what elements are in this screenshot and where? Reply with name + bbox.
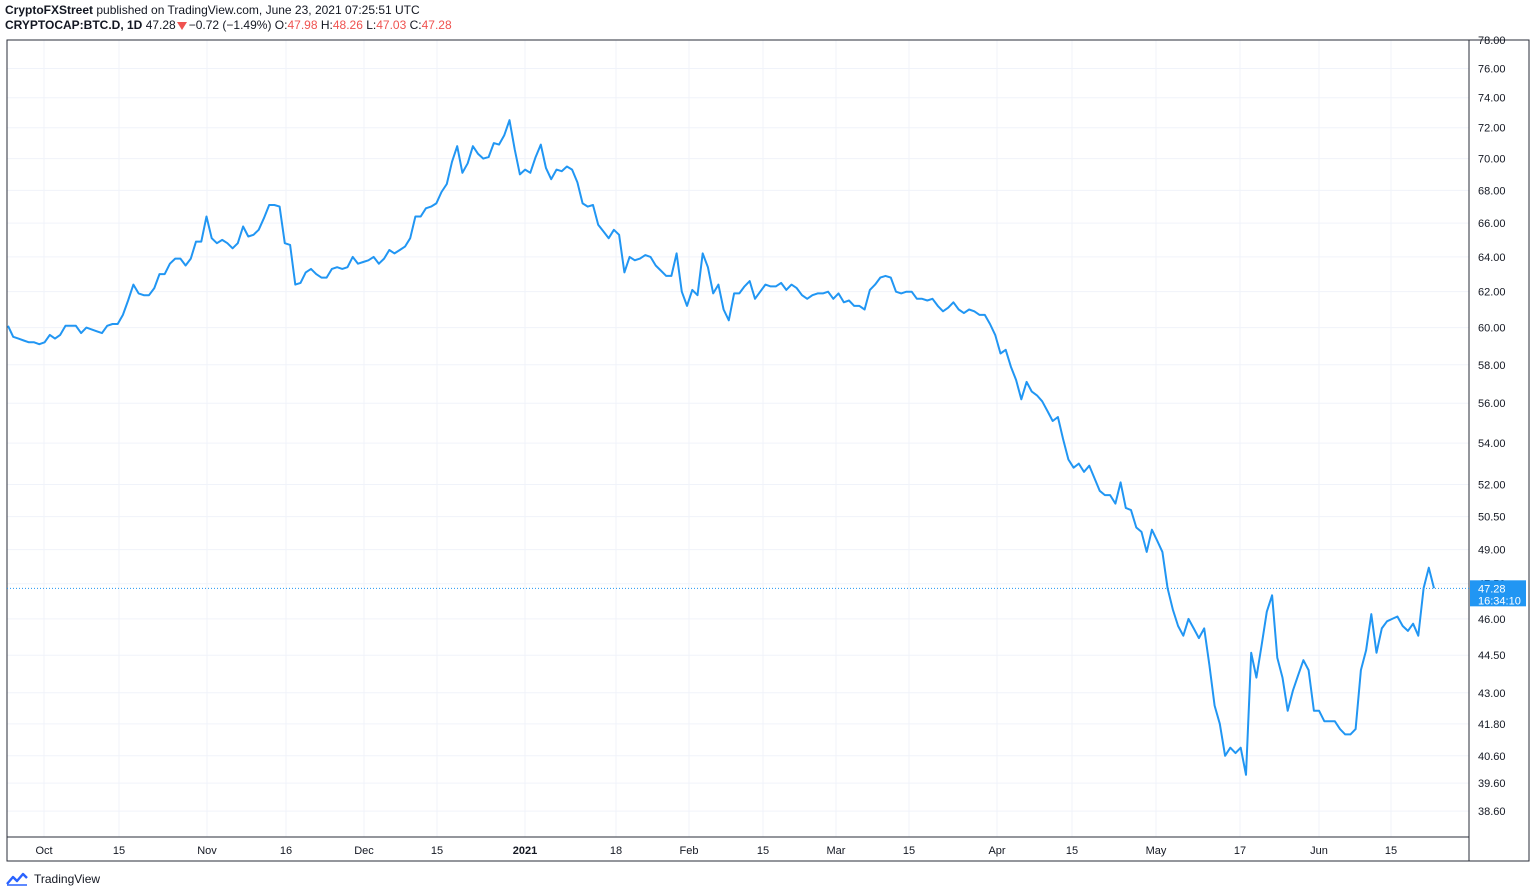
- y-tick-label: 62.00: [1478, 287, 1506, 299]
- x-tick-label: 15: [1385, 845, 1397, 857]
- y-tick-label: 41.80: [1478, 719, 1506, 731]
- series-line: [7, 119, 1435, 776]
- brand-label: TradingView: [34, 872, 101, 886]
- y-tick-label: 72.00: [1478, 123, 1506, 135]
- footer-brand[interactable]: TradingView: [6, 868, 100, 890]
- y-tick-label: 60.00: [1478, 323, 1506, 335]
- y-tick-label: 49.00: [1478, 545, 1506, 557]
- x-tick-label: 18: [610, 845, 622, 857]
- high-label: H:: [320, 18, 333, 32]
- plot-border: [6, 39, 1530, 862]
- y-tick-label: 78.00: [1478, 35, 1506, 47]
- y-tick-label: 46.00: [1478, 614, 1506, 626]
- x-tick-label: 16: [280, 845, 292, 857]
- published-text: published on TradingView.com, June 23, 2…: [93, 3, 420, 17]
- chart-header: CryptoFXStreet published on TradingView.…: [5, 3, 1525, 35]
- price-change: −0.72 (−1.49%): [188, 18, 272, 32]
- x-tick-label: Feb: [680, 845, 699, 857]
- y-tick-label: 54.00: [1478, 438, 1506, 450]
- x-tick-label: Apr: [988, 845, 1005, 857]
- symbol-info: CRYPTOCAP:BTC.D, 1D 47.28 −0.72 (−1.49%) …: [5, 18, 1525, 33]
- x-tick-label: 15: [903, 845, 915, 857]
- y-tick-label: 66.00: [1478, 218, 1506, 230]
- x-tick-label: Dec: [354, 845, 374, 857]
- y-tick-label: 68.00: [1478, 185, 1506, 197]
- y-tick-label: 76.00: [1478, 63, 1506, 75]
- x-tick-label: 15: [431, 845, 443, 857]
- x-tick-label: Mar: [827, 845, 846, 857]
- high-value: 48.26: [332, 18, 363, 32]
- y-tick-label: 52.00: [1478, 479, 1506, 491]
- chart-grid: [7, 39, 1469, 837]
- publisher-name[interactable]: CryptoFXStreet: [5, 3, 94, 17]
- price-tag-timer: 16:34:10: [1478, 595, 1521, 607]
- low-value: 47.03: [376, 18, 407, 32]
- x-tick-label: Nov: [197, 845, 217, 857]
- y-tick-label: 74.00: [1478, 93, 1506, 105]
- x-tick-label: 15: [113, 845, 125, 857]
- y-tick-label: 56.00: [1478, 398, 1506, 410]
- y-tick-label: 64.00: [1478, 252, 1506, 264]
- last-price: 47.28: [145, 18, 176, 32]
- close-value: 47.28: [421, 18, 452, 32]
- y-tick-label: 70.00: [1478, 154, 1506, 166]
- price-tag-value: 47.28: [1478, 583, 1506, 595]
- x-tick-label: Oct: [35, 845, 52, 857]
- y-tick-label: 39.60: [1478, 778, 1506, 790]
- price-axis[interactable]: 78.00 76.00 74.00 72.00 70.00 68.00 66.00 64.00…: [1478, 35, 1506, 818]
- y-tick-label: 44.50: [1478, 650, 1506, 662]
- x-tick-label: 17: [1234, 845, 1246, 857]
- y-tick-label: 40.60: [1478, 751, 1506, 763]
- down-triangle-icon: [176, 22, 187, 30]
- last-price-tag: 47.28 16:34:10: [1470, 580, 1526, 607]
- price-tag-background: [1470, 580, 1526, 607]
- y-tick-label: 50.50: [1478, 512, 1506, 524]
- y-tick-label: 38.60: [1478, 806, 1506, 818]
- low-label: L:: [366, 18, 377, 32]
- time-axis[interactable]: Oct 15 Nov 16 Dec 15 2021 18 Feb 15 Mar 15 Apr 15 May 1…: [35, 845, 1397, 857]
- publish-info: CryptoFXStreet published on TradingView.…: [5, 3, 1525, 18]
- y-tick-label: 58.00: [1478, 360, 1506, 372]
- x-tick-label: Jun: [1310, 845, 1328, 857]
- open-label: O:: [274, 18, 288, 32]
- y-tick-label: 43.00: [1478, 688, 1506, 700]
- open-value: 47.98: [287, 18, 318, 32]
- close-label: C:: [409, 18, 422, 32]
- tradingview-logo-icon: [6, 872, 28, 886]
- symbol-label[interactable]: CRYPTOCAP:BTC.D, 1D: [5, 18, 143, 32]
- x-tick-label: 2021: [513, 845, 537, 857]
- x-tick-label: 15: [1066, 845, 1078, 857]
- x-tick-label: 15: [757, 845, 769, 857]
- x-tick-label: May: [1146, 845, 1167, 857]
